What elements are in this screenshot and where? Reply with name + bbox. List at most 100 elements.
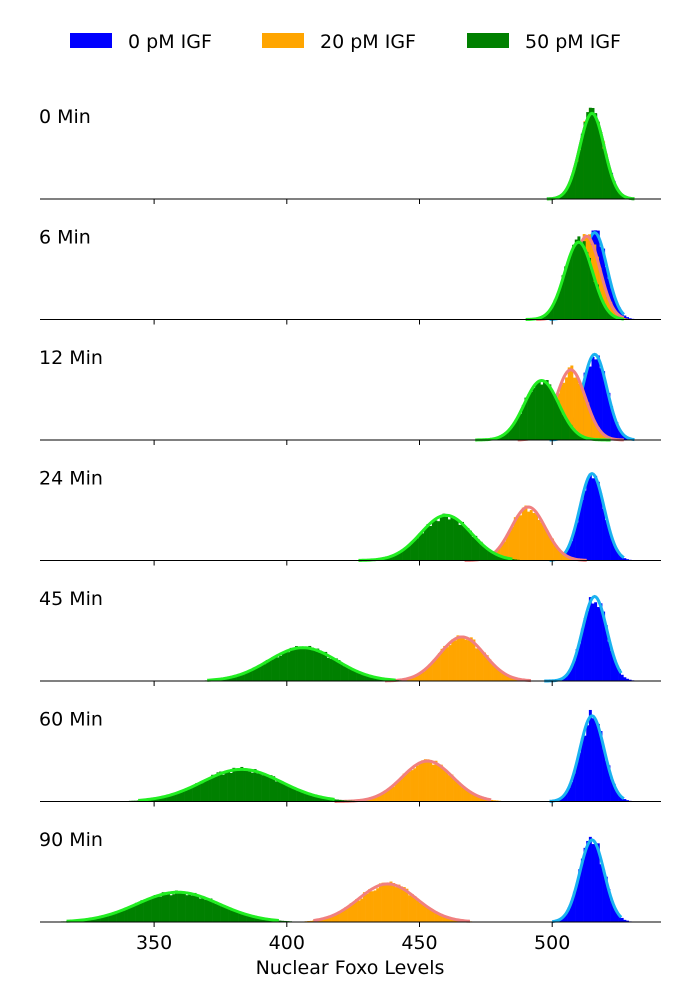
histogram-4-2 bbox=[204, 645, 402, 682]
hist-bar bbox=[171, 794, 175, 802]
hist-bar bbox=[553, 545, 557, 561]
hist-bar bbox=[220, 906, 224, 922]
hist-bar bbox=[612, 907, 616, 922]
hist-bar bbox=[529, 510, 533, 561]
hist-bar bbox=[537, 519, 541, 561]
hist-bar bbox=[564, 266, 568, 320]
hist-bar bbox=[623, 435, 627, 440]
hist-bar bbox=[586, 402, 590, 440]
hist-bar bbox=[567, 671, 571, 681]
hist-bar bbox=[161, 892, 165, 922]
hist-bar bbox=[187, 789, 191, 802]
hist-bar bbox=[540, 384, 544, 440]
hist-bar bbox=[580, 435, 584, 440]
hist-bar bbox=[156, 895, 160, 922]
hist-bar bbox=[447, 519, 451, 561]
hist-bar bbox=[427, 666, 431, 681]
hist-bar bbox=[602, 148, 606, 199]
hist-bar bbox=[496, 667, 500, 681]
hist-bar bbox=[524, 397, 528, 440]
histogram-6-1 bbox=[304, 881, 473, 923]
hist-bar bbox=[463, 526, 467, 561]
hist-bar bbox=[440, 648, 444, 681]
hist-bar bbox=[577, 236, 581, 320]
hist-bar bbox=[492, 800, 496, 802]
hist-bar bbox=[251, 916, 255, 922]
hist-bar bbox=[599, 132, 603, 199]
hist-bar bbox=[437, 653, 441, 681]
hist-bar bbox=[437, 764, 441, 802]
panel-5: 60 Min bbox=[39, 709, 661, 807]
hist-bar bbox=[618, 191, 622, 199]
hist-bar bbox=[197, 783, 201, 802]
hist-bar bbox=[316, 648, 320, 681]
hist-bar bbox=[574, 239, 578, 320]
hist-bar bbox=[244, 673, 248, 681]
hist-bar bbox=[609, 313, 613, 320]
hist-bar bbox=[364, 675, 367, 681]
hist-bar bbox=[620, 797, 624, 802]
hist-bar bbox=[623, 677, 627, 681]
hist-bar bbox=[511, 425, 515, 440]
hist-bar bbox=[318, 650, 322, 681]
hist-bar bbox=[603, 306, 607, 320]
hist-bar bbox=[325, 917, 329, 922]
hist-bar bbox=[365, 893, 369, 922]
hist-bar bbox=[504, 674, 508, 681]
hist-bar bbox=[543, 382, 546, 440]
hist-bar bbox=[405, 888, 409, 922]
hist-bar bbox=[303, 647, 306, 681]
histogram-1-2 bbox=[525, 236, 625, 321]
hist-bar bbox=[491, 664, 494, 681]
hist-bar bbox=[305, 646, 309, 681]
hist-bar bbox=[217, 904, 221, 922]
hist-bar bbox=[317, 796, 321, 802]
hist-bar bbox=[604, 625, 608, 681]
hist-bar bbox=[188, 894, 192, 922]
hist-bar bbox=[455, 519, 459, 561]
hist-bar bbox=[521, 405, 525, 440]
hist-bar bbox=[410, 770, 414, 802]
hist-bar bbox=[516, 515, 520, 561]
hist-bar bbox=[301, 790, 305, 802]
hist-bar bbox=[189, 787, 193, 802]
hist-bar bbox=[212, 902, 216, 922]
hist-bar bbox=[561, 414, 565, 440]
hist-bar bbox=[204, 899, 208, 922]
hist-bar bbox=[421, 760, 425, 802]
hist-bar bbox=[195, 783, 199, 802]
hist-bar bbox=[588, 709, 592, 802]
hist-bar bbox=[596, 843, 600, 922]
hist-bar bbox=[402, 773, 406, 802]
hist-bar bbox=[342, 666, 346, 681]
hist-bar bbox=[310, 647, 314, 681]
hist-bar bbox=[225, 907, 229, 922]
hist-bar bbox=[456, 635, 460, 681]
hist-bar bbox=[283, 920, 287, 922]
hist-bar bbox=[333, 799, 337, 802]
hist-bar bbox=[604, 760, 608, 802]
panel-6: 90 Min bbox=[39, 829, 661, 927]
hist-bar bbox=[483, 652, 487, 681]
histogram-3-2 bbox=[358, 513, 520, 562]
hist-bar bbox=[558, 407, 562, 440]
hist-bar bbox=[570, 667, 574, 681]
hist-bar bbox=[505, 534, 509, 561]
fit-curve-4-1 bbox=[384, 635, 532, 683]
hist-bar bbox=[469, 637, 473, 681]
hist-bar bbox=[344, 907, 348, 922]
hist-bar bbox=[612, 545, 616, 561]
hist-bar bbox=[386, 884, 390, 922]
hist-bar bbox=[586, 611, 590, 681]
hist-bar bbox=[498, 670, 502, 681]
hist-bar bbox=[205, 778, 209, 802]
hist-bar bbox=[593, 281, 597, 320]
hist-bar bbox=[174, 890, 178, 922]
hist-bar bbox=[262, 918, 266, 922]
hist-bar bbox=[269, 775, 273, 802]
fit-curve-5-2 bbox=[138, 767, 335, 802]
hist-bar bbox=[564, 555, 568, 561]
hist-bar bbox=[421, 903, 425, 922]
hist-bar bbox=[447, 917, 451, 922]
hist-bar bbox=[292, 647, 296, 681]
